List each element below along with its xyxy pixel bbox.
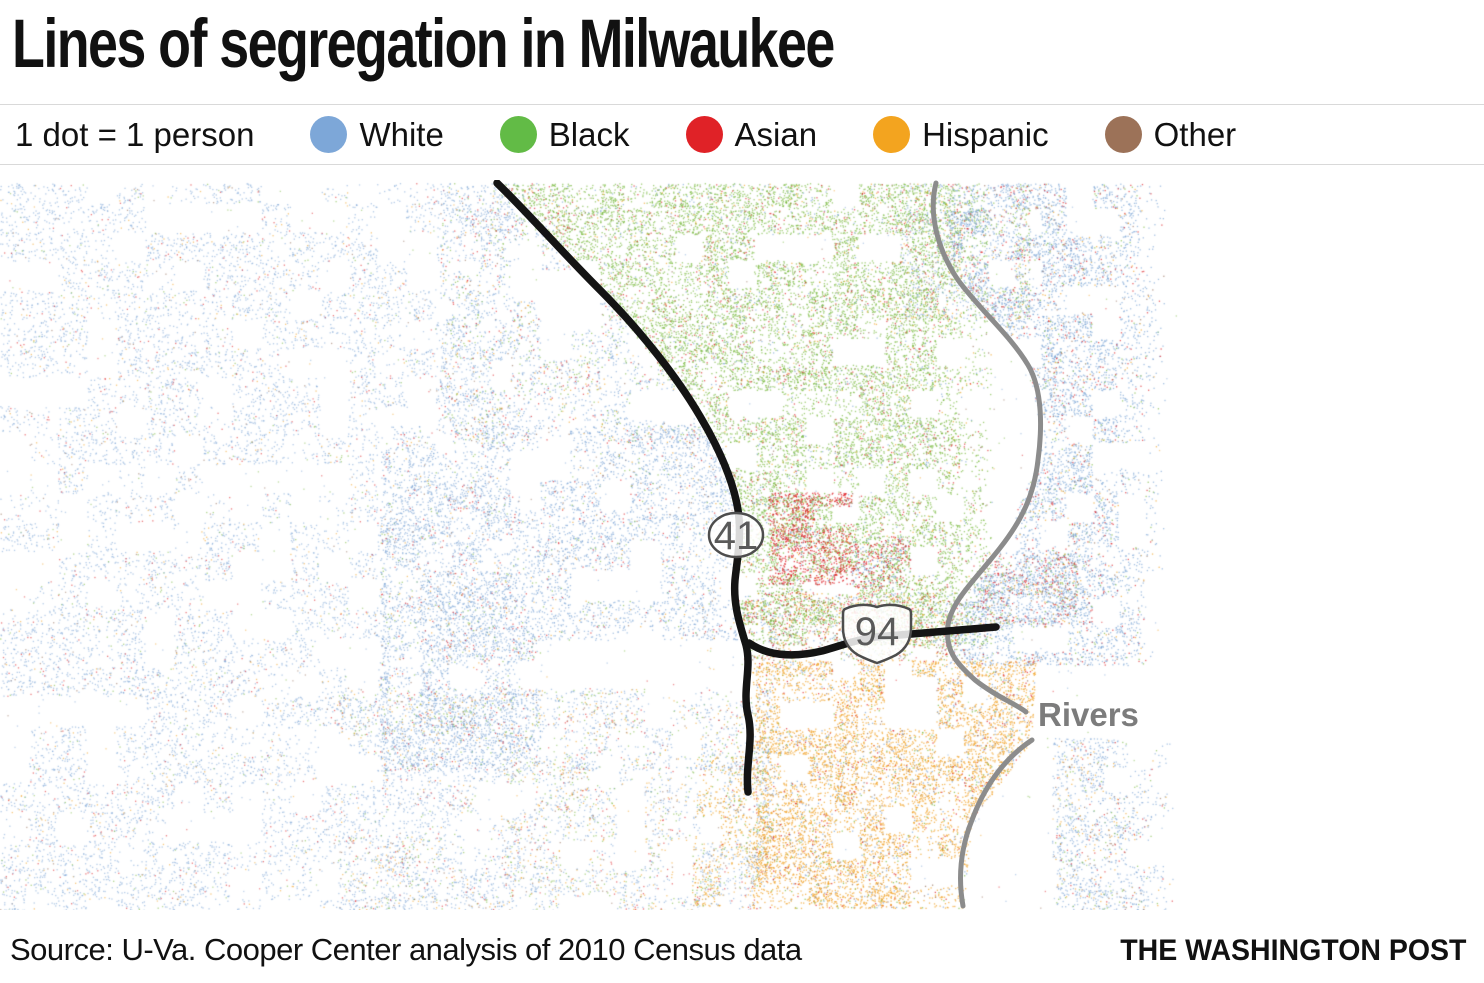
legend: 1 dot = 1 person White Black Asian Hispanic… <box>15 105 1236 164</box>
interstate-94-shield-number: 94 <box>855 610 900 654</box>
river-path-south <box>957 737 1035 909</box>
interstate-94-shield: 94 <box>841 603 913 665</box>
black-dot-icon <box>499 116 537 153</box>
legend-item-black: Black <box>499 115 630 154</box>
page-title: Lines of segregation in Milwaukee <box>12 5 835 82</box>
legend-item-hispanic: Hispanic <box>873 116 1049 154</box>
legend-item-other: Other <box>1104 115 1237 154</box>
route-41-shield: 41 <box>707 511 765 559</box>
title-divider <box>0 104 1484 105</box>
route-41-shield-ellipse <box>707 511 765 559</box>
highway-41-path <box>493 180 754 796</box>
legend-item-label: Black <box>548 115 630 153</box>
legend-item-label: Asian <box>734 115 818 153</box>
route-41-shield-number: 41 <box>714 514 759 558</box>
dot-density-map: 41 94 Rivers <box>0 180 1484 910</box>
asian-dot-icon <box>685 116 723 153</box>
other-dot-icon <box>1104 116 1142 153</box>
publisher-attribution: THE WASHINGTON POST <box>1119 934 1466 967</box>
legend-item-asian: Asian <box>685 115 818 154</box>
map-overlay-svg: 41 94 <box>493 180 1044 909</box>
rivers-label: Rivers <box>1038 696 1139 733</box>
legend-item-label: Other <box>1153 115 1237 153</box>
legend-note: 1 dot = 1 person <box>15 115 255 153</box>
interstate-94-shield-shape <box>841 603 913 665</box>
legend-item-label: Hispanic <box>922 115 1049 153</box>
legend-divider <box>0 164 1484 165</box>
river-path-north <box>930 180 1044 715</box>
legend-item-white: White <box>310 115 444 154</box>
source-text: Source: U-Va. Cooper Center analysis of … <box>10 932 802 967</box>
white-dot-icon <box>310 116 348 153</box>
hispanic-dot-icon <box>873 116 911 153</box>
legend-item-label: White <box>359 115 444 153</box>
